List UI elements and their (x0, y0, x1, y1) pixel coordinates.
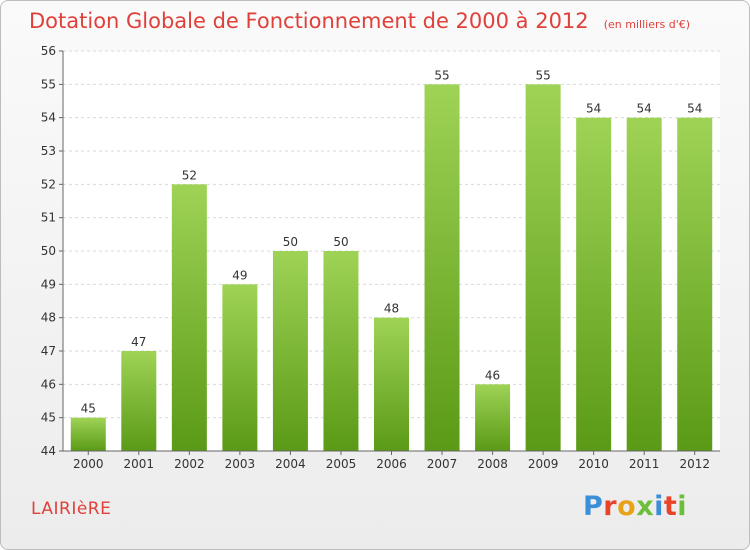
x-tick-label: 2003 (225, 457, 256, 471)
logo-letter: x (636, 491, 655, 522)
logo-letter: i (654, 491, 664, 522)
y-tick-label: 45 (41, 411, 56, 425)
proxiti-logo: Proxiti (583, 491, 687, 522)
logo-letter: i (677, 491, 688, 522)
x-tick-label: 2012 (679, 457, 710, 471)
x-tick-label: 2010 (578, 457, 609, 471)
data-label: 48 (384, 302, 399, 316)
bar (576, 117, 612, 452)
bar (70, 417, 106, 451)
logo-letter: o (617, 491, 637, 522)
y-tick-label: 47 (41, 344, 56, 358)
y-tick-label: 52 (41, 177, 56, 191)
y-tick-label: 55 (41, 77, 56, 91)
data-label: 54 (586, 102, 601, 116)
bar (626, 117, 662, 452)
chart-title: Dotation Globale de Fonctionnement de 20… (29, 9, 589, 33)
x-tick-label: 2009 (528, 457, 559, 471)
x-tick-label: 2001 (124, 457, 155, 471)
bar (374, 317, 409, 451)
x-tick-label: 2000 (73, 457, 104, 471)
data-label: 54 (687, 102, 702, 116)
x-tick-label: 2006 (376, 457, 407, 471)
y-tick-label: 50 (41, 244, 56, 258)
bar (525, 84, 561, 451)
axes: 44 45 46 47 48 49 50 51 52 53 54 55 56 2000 2001 2002 20… (41, 44, 720, 471)
bar (272, 251, 308, 451)
y-tick-label: 49 (41, 277, 56, 291)
bar (121, 351, 157, 451)
x-tick-label: 2005 (326, 457, 357, 471)
data-label: 54 (637, 102, 652, 116)
data-label: 47 (131, 335, 146, 349)
y-tick-label: 54 (41, 111, 56, 125)
data-label: 50 (333, 235, 348, 249)
chart-title-row: Dotation Globale de Fonctionnement de 20… (29, 9, 690, 33)
x-tick-label: 2002 (174, 457, 205, 471)
data-label: 55 (535, 68, 550, 82)
bars: 45 47 52 49 50 50 48 55 46 55 54 54 54 (70, 68, 713, 452)
x-tick-label: 2008 (477, 457, 508, 471)
x-tick-label: 2007 (427, 457, 458, 471)
chart-subtitle: (en milliers d'€) (603, 18, 691, 31)
y-tick-label: 44 (41, 444, 56, 458)
data-label: 55 (434, 68, 449, 82)
x-tick-label: 2011 (629, 457, 660, 471)
logo-letter: P (583, 491, 604, 522)
y-tick-label: 56 (41, 44, 56, 58)
bar (424, 84, 460, 451)
bar (475, 384, 511, 451)
bar (171, 184, 207, 452)
data-label: 52 (182, 168, 197, 182)
logo-letter: t (663, 491, 678, 522)
town-name: LAIRIèRE (31, 499, 112, 519)
data-label: 50 (283, 235, 298, 249)
data-label: 49 (232, 268, 247, 282)
y-tick-label: 53 (41, 144, 56, 158)
y-tick-label: 48 (41, 311, 56, 325)
x-tick-label: 2004 (275, 457, 306, 471)
logo-letter: r (603, 491, 618, 522)
y-tick-label: 46 (41, 377, 56, 391)
data-label: 46 (485, 368, 500, 382)
bar (222, 284, 258, 451)
data-label: 45 (81, 402, 96, 416)
y-tick-label: 51 (41, 211, 56, 225)
bar (323, 251, 359, 451)
bar (677, 117, 713, 452)
